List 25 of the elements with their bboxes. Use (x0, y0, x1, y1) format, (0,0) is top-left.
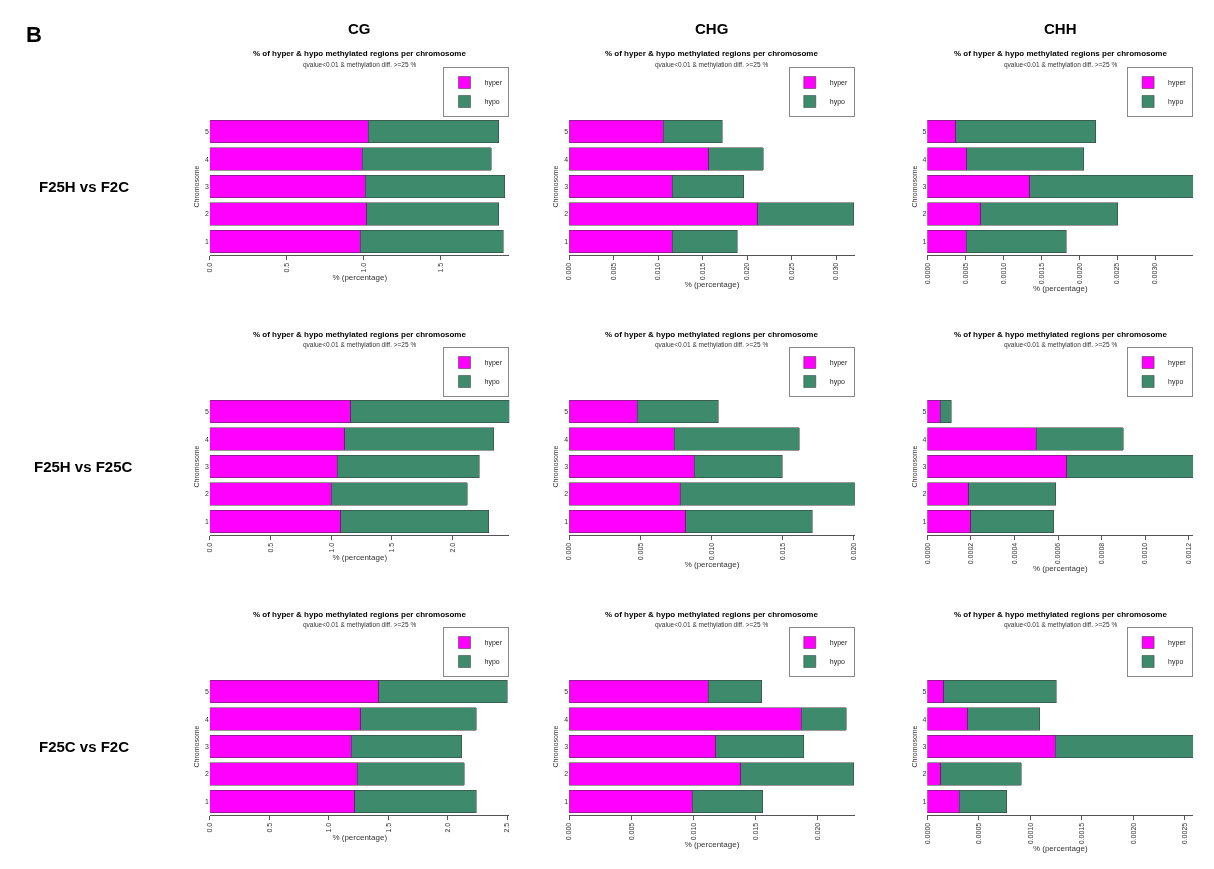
chart-title: % of hyper & hypo methylated regions per chromosome (253, 49, 467, 58)
x-axis-title: % (percentage) (332, 552, 388, 562)
x-axis-title: % (percentage) (1032, 844, 1088, 854)
x-axis-title: % (percentage) (684, 560, 740, 570)
chart-title: % of hyper & hypo methylated regions per chromosome (954, 330, 1168, 339)
text: B (26, 22, 42, 47)
text: CHG (695, 20, 729, 37)
chart-title: % of hyper & hypo methylated regions per chromosome (954, 49, 1168, 58)
chart-title: % of hyper & hypo methylated regions per chromosome (253, 610, 467, 619)
x-axis-title: % (percentage) (1032, 284, 1088, 294)
text: CG (348, 20, 371, 37)
text: F25H vs F25C (34, 458, 133, 475)
x-axis-title: % (percentage) (332, 272, 388, 282)
text: CHH (1044, 20, 1077, 37)
chart-title: % of hyper & hypo methylated regions per chromosome (605, 330, 819, 339)
chart-title: % of hyper & hypo methylated regions per chromosome (605, 610, 819, 619)
chart-title: % of hyper & hypo methylated regions per chromosome (605, 49, 819, 58)
text: F25H vs F2C (39, 178, 130, 195)
chart-title: % of hyper & hypo methylated regions per chromosome (253, 330, 467, 339)
x-axis-title: % (percentage) (684, 840, 740, 850)
text: F25C vs F2C (39, 738, 130, 755)
chart-title: % of hyper & hypo methylated regions per chromosome (954, 610, 1168, 619)
x-axis-title: % (percentage) (684, 280, 740, 290)
x-axis-title: % (percentage) (332, 832, 388, 842)
x-axis-title: % (percentage) (1032, 564, 1088, 574)
